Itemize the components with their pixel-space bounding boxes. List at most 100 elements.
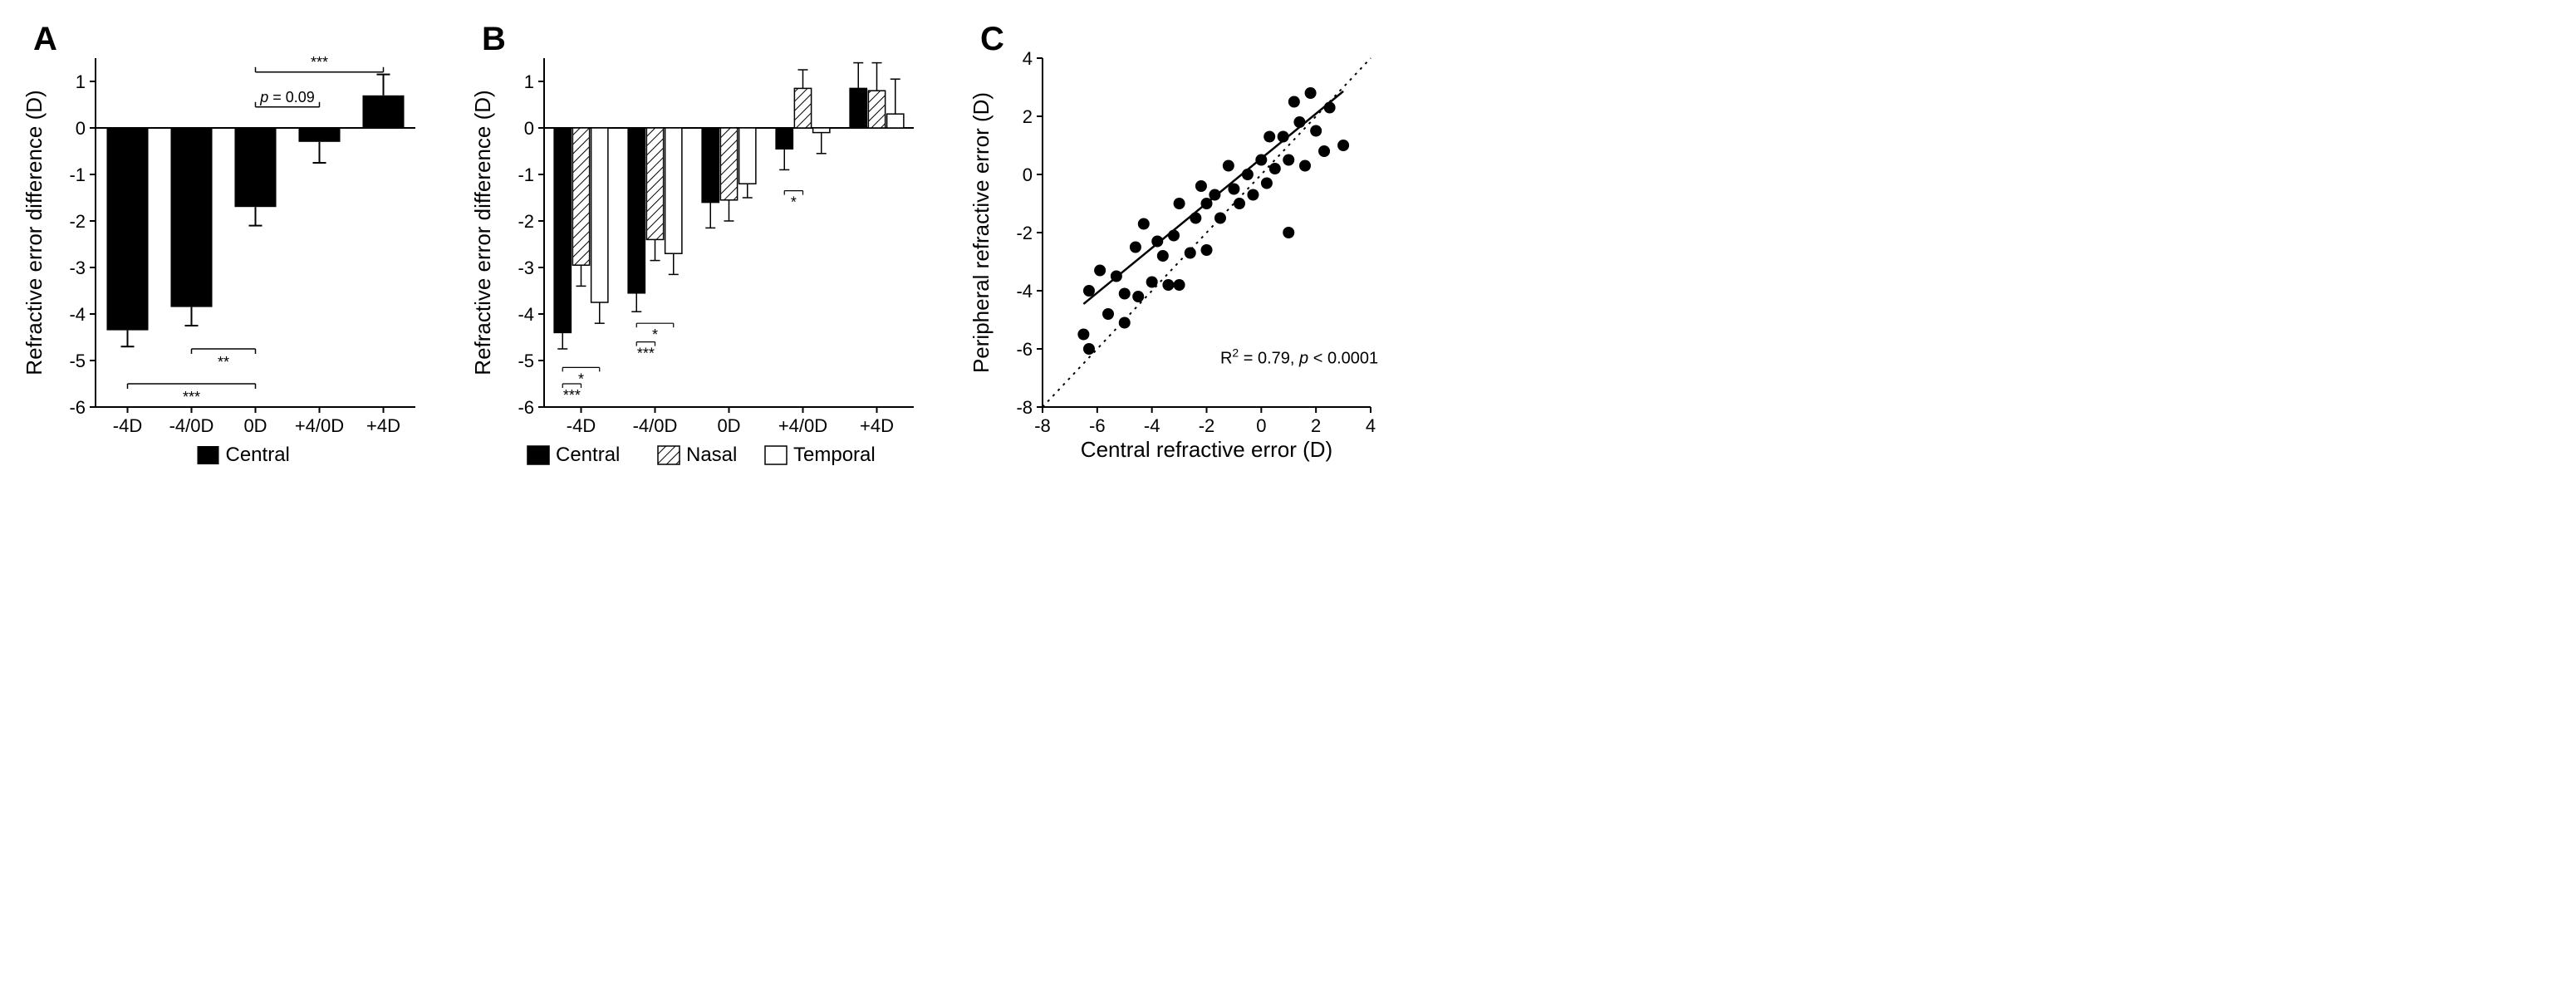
bar	[554, 128, 571, 332]
ytick-label: 2	[1023, 106, 1033, 127]
xtick-label: -4D	[567, 415, 596, 436]
bar	[646, 128, 663, 239]
xtick-label: -4D	[113, 415, 142, 436]
scatter-point	[1195, 180, 1207, 192]
sig-annotation: p = 0.09	[259, 89, 315, 105]
xtick-label: 0D	[717, 415, 740, 436]
bar	[106, 128, 148, 331]
scatter-point	[1119, 288, 1131, 300]
scatter-point	[1102, 308, 1114, 320]
ytick-label: -6	[518, 397, 534, 418]
panel-a: A-6-5-4-3-2-101Refractive error differen…	[17, 17, 432, 486]
scatter-point	[1283, 155, 1294, 166]
scatter-point	[1214, 213, 1226, 224]
panel-a-svg: A-6-5-4-3-2-101Refractive error differen…	[17, 17, 432, 482]
ytick-label: 1	[524, 71, 534, 92]
bar	[628, 128, 645, 293]
ytick-label: 0	[1023, 164, 1033, 185]
scatter-point	[1318, 145, 1330, 157]
scatter-point	[1288, 96, 1300, 108]
scatter-point	[1130, 242, 1141, 253]
ytick-label: 4	[1023, 48, 1033, 69]
legend-swatch	[198, 446, 219, 464]
xtick-label: 0	[1256, 415, 1266, 436]
ytick-label: -5	[518, 351, 534, 371]
scatter-point	[1174, 198, 1185, 209]
xtick-label: 4	[1366, 415, 1376, 436]
scatter-point	[1111, 271, 1122, 282]
scatter-point	[1228, 184, 1239, 195]
panel-a-label: A	[33, 21, 57, 57]
scatter-point	[1255, 155, 1267, 166]
scatter-point	[1209, 189, 1220, 201]
xtick-label: +4D	[860, 415, 894, 436]
scatter-point	[1305, 87, 1317, 99]
xtick-label: 2	[1311, 415, 1321, 436]
legend-label: Temporal	[793, 444, 876, 466]
bar	[665, 128, 682, 253]
ytick-label: -4	[1016, 281, 1033, 302]
bar	[702, 128, 719, 203]
panel-b-ylabel: Refractive error difference (D)	[470, 90, 495, 375]
scatter-point	[1083, 343, 1095, 355]
ytick-label: -5	[69, 351, 86, 371]
scatter-point	[1151, 236, 1163, 248]
bar	[813, 128, 830, 133]
ytick-label: -1	[518, 164, 534, 185]
scatter-point	[1201, 198, 1213, 209]
panel-b: B-6-5-4-3-2-101Refractive error differen…	[465, 17, 930, 486]
xtick-label: +4/0D	[778, 415, 827, 436]
bar	[572, 128, 589, 265]
figure-container: A-6-5-4-3-2-101Refractive error differen…	[17, 17, 2559, 486]
legend-label: Nasal	[686, 444, 737, 466]
sig-annotation: *	[652, 326, 658, 343]
bar	[720, 128, 737, 200]
scatter-point	[1278, 131, 1289, 143]
xtick-label: 0D	[243, 415, 267, 436]
scatter-point	[1310, 125, 1322, 137]
scatter-point	[1094, 265, 1106, 277]
scatter-point	[1223, 160, 1234, 172]
scatter-point	[1119, 317, 1131, 329]
xtick-label: -8	[1034, 415, 1051, 436]
scatter-point	[1146, 277, 1158, 288]
sig-annotation: ***	[563, 387, 581, 404]
ytick-label: 1	[76, 71, 86, 92]
xtick-label: -6	[1089, 415, 1106, 436]
bar	[739, 128, 756, 184]
scatter-point	[1293, 116, 1305, 128]
ytick-label: -4	[69, 304, 86, 325]
scatter-point	[1138, 218, 1150, 230]
sig-annotation: ***	[311, 54, 328, 71]
ytick-label: -2	[1016, 223, 1033, 243]
ytick-label: -6	[69, 397, 86, 418]
ytick-label: -4	[518, 304, 534, 325]
xtick-label: -2	[1199, 415, 1215, 436]
scatter-point	[1185, 248, 1196, 259]
panel-c: C-8-6-4-2024-8-6-4-2024Peripheral refrac…	[964, 17, 1396, 486]
scatter-point	[1283, 227, 1294, 238]
ytick-label: 0	[524, 118, 534, 139]
scatter-point	[1234, 198, 1245, 209]
stats-text: R2 = 0.79, p < 0.0001	[1220, 346, 1378, 368]
panel-c-ylabel: Peripheral refractive error (D)	[969, 92, 994, 373]
ytick-label: -2	[518, 211, 534, 232]
panel-c-label: C	[980, 21, 1004, 57]
legend-swatch	[527, 446, 549, 464]
bar	[362, 96, 404, 128]
scatter-point	[1077, 329, 1089, 341]
bar	[591, 128, 608, 302]
scatter-point	[1299, 160, 1311, 172]
bar	[850, 88, 866, 128]
scatter-point	[1190, 213, 1201, 224]
scatter-point	[1157, 250, 1169, 262]
sig-annotation: ***	[183, 389, 200, 405]
ytick-label: 0	[76, 118, 86, 139]
bar	[794, 88, 811, 128]
xtick-label: -4	[1144, 415, 1160, 436]
scatter-point	[1269, 163, 1281, 174]
sig-annotation: ***	[637, 346, 655, 362]
panel-b-label: B	[482, 21, 506, 57]
scatter-point	[1168, 230, 1180, 242]
xtick-label: +4D	[366, 415, 400, 436]
